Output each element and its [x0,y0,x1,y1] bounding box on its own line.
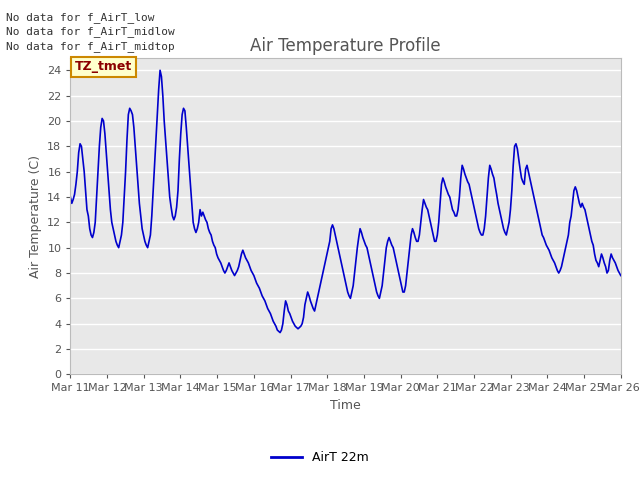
Y-axis label: Air Temperature (C): Air Temperature (C) [29,155,42,277]
Text: No data for f_AirT_midlow: No data for f_AirT_midlow [6,26,175,37]
Text: No data for f_AirT_midtop: No data for f_AirT_midtop [6,41,175,52]
Legend: AirT 22m: AirT 22m [266,446,374,469]
Text: TZ_tmet: TZ_tmet [75,60,132,73]
Title: Air Temperature Profile: Air Temperature Profile [250,36,441,55]
X-axis label: Time: Time [330,399,361,412]
Text: No data for f_AirT_low: No data for f_AirT_low [6,12,155,23]
